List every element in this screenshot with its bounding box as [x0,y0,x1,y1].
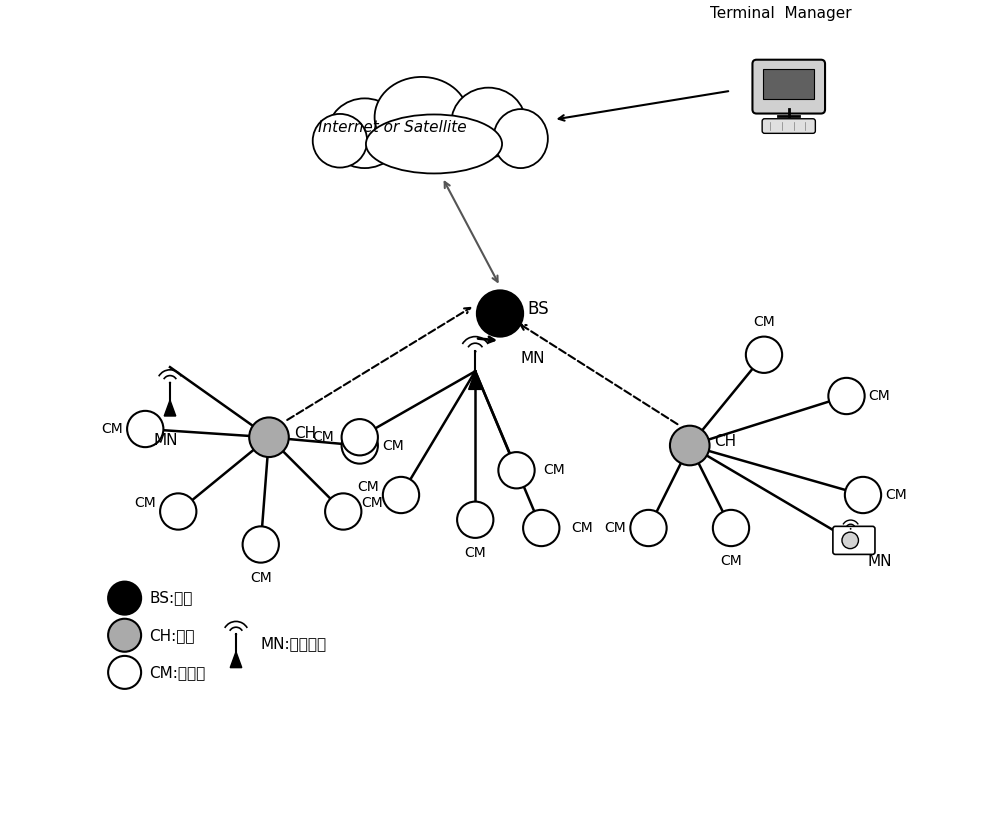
Text: BS:基站: BS:基站 [149,591,193,606]
Circle shape [127,411,163,447]
Circle shape [325,493,361,530]
Polygon shape [469,371,482,389]
Text: CM: CM [885,488,907,502]
Text: MN: MN [867,554,892,568]
Bar [763,69,814,99]
Circle shape [746,337,782,373]
Circle shape [342,419,378,455]
Text: CM: CM [543,464,565,477]
Text: CM:簇成员: CM:簇成员 [149,665,206,680]
Circle shape [474,350,477,353]
Circle shape [457,502,493,538]
Circle shape [160,493,196,530]
Circle shape [108,656,141,689]
Text: CM: CM [753,315,775,328]
Text: CM: CM [464,546,486,559]
Text: CM: CM [720,554,742,568]
Text: CM: CM [101,422,123,436]
FancyBboxPatch shape [762,119,815,134]
Circle shape [523,510,559,546]
Circle shape [169,382,171,384]
Circle shape [108,582,141,615]
Ellipse shape [366,115,502,173]
Text: CM: CM [134,497,156,510]
Ellipse shape [493,109,548,168]
Circle shape [670,426,710,465]
Circle shape [498,452,535,488]
Circle shape [842,532,858,549]
Circle shape [630,510,667,546]
Ellipse shape [451,87,526,158]
Text: MN: MN [154,433,178,448]
Text: CM: CM [312,431,334,444]
Text: CH: CH [294,426,316,441]
Text: CH:簇首: CH:簇首 [149,628,195,643]
Circle shape [828,378,865,414]
Circle shape [108,619,141,652]
Text: CM: CM [250,571,272,584]
Circle shape [383,477,419,513]
Circle shape [850,528,852,530]
Text: MN: MN [521,351,545,366]
Circle shape [249,417,289,457]
Circle shape [477,290,523,337]
Circle shape [713,510,749,546]
Text: CH: CH [714,434,737,449]
Text: CM: CM [361,497,383,510]
Text: CM: CM [605,521,626,535]
Text: CM: CM [382,439,404,452]
Text: CM: CM [869,389,890,403]
Text: MN:恶意节点: MN:恶意节点 [261,636,327,651]
Circle shape [235,634,237,635]
Text: Internet or Satellite: Internet or Satellite [318,120,467,135]
Circle shape [342,427,378,464]
FancyBboxPatch shape [833,526,875,554]
Circle shape [243,526,279,563]
Ellipse shape [375,77,469,158]
Text: Terminal  Manager: Terminal Manager [710,6,851,21]
Ellipse shape [313,114,367,167]
Ellipse shape [328,98,402,168]
Text: BS: BS [527,300,549,318]
Circle shape [845,477,881,513]
Polygon shape [230,652,242,667]
Text: CM: CM [572,521,593,535]
FancyBboxPatch shape [752,59,825,114]
Polygon shape [164,400,176,416]
Text: CM: CM [357,480,379,493]
